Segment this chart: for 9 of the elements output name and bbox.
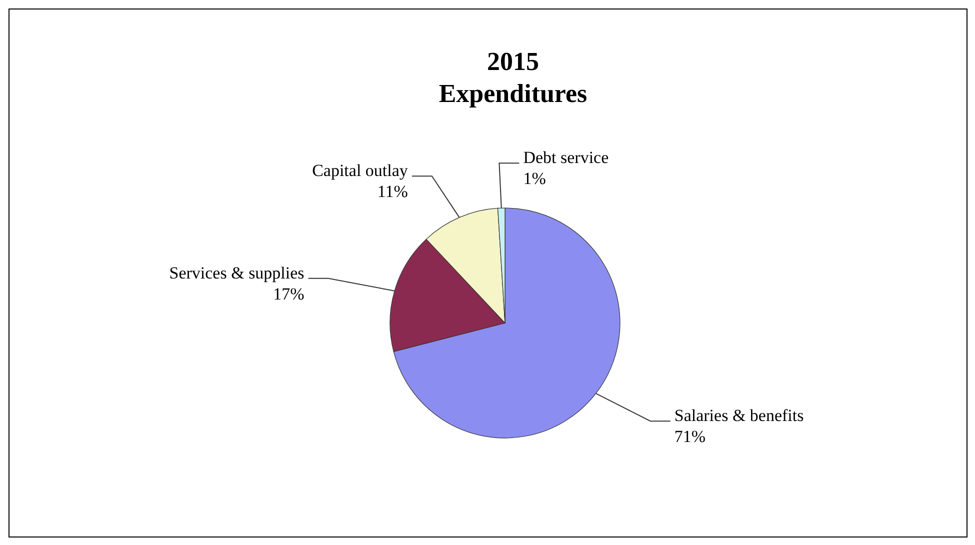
slice-label: Services & supplies: [169, 263, 304, 282]
slice-label: Capital outlay: [312, 161, 408, 180]
slice-label: Salaries & benefits: [674, 406, 804, 426]
chart-title: 2015 Expenditures: [438, 47, 588, 108]
data-label: 1%: [523, 169, 546, 188]
data-label: 71%: [674, 427, 706, 446]
data-label: 17%: [273, 284, 304, 304]
data-label: 11%: [377, 182, 408, 202]
slice-label: Debt service: [523, 148, 609, 168]
